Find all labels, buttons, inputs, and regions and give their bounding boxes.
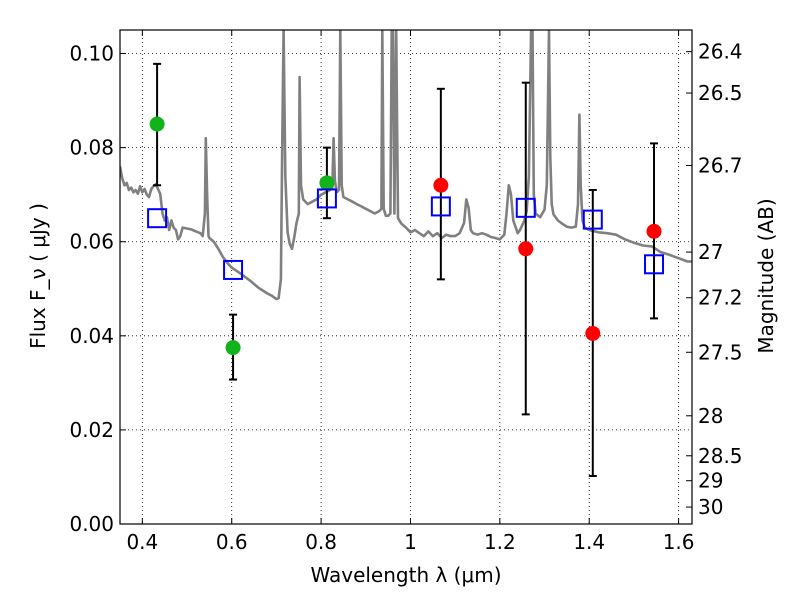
ticks: 0.4 0.6 0.8 1 1.2 1.4 1.6 0.00 0.02 0.04 0.06 0.08 0… [69, 30, 743, 554]
data-layer [120, 30, 692, 301]
blue-square-point [316, 188, 337, 209]
blue-square-point [223, 259, 244, 280]
right-tick-label: 27.5 [698, 340, 743, 364]
red-data-point [518, 241, 534, 257]
red-data-point [433, 177, 449, 193]
right-tick-label: 30 [698, 495, 723, 519]
x-tick-label: 1.4 [573, 530, 605, 554]
blue-square-point [147, 208, 168, 229]
x-tick-label: 1 [404, 530, 417, 554]
y-tick-label: 0.06 [69, 230, 114, 254]
x-tick-label: 0.8 [305, 530, 337, 554]
right-tick-label: 29 [698, 469, 723, 493]
right-tick-label: 28 [698, 404, 723, 428]
y-tick-label: 0.10 [69, 42, 114, 66]
plot-frame [119, 29, 693, 525]
marker-layer [147, 62, 665, 478]
green-data-point [149, 116, 165, 132]
y-axis-title: Flux F_ν ( μJy ) [26, 203, 50, 349]
x-axis-title: Wavelength λ (μm) [310, 563, 501, 587]
right-tick-label: 26.7 [698, 153, 743, 177]
grid [120, 30, 692, 525]
y-tick-label: 0.04 [69, 324, 114, 348]
green-data-point [225, 340, 241, 356]
right-tick-label: 26.4 [698, 40, 743, 64]
x-tick-label: 0.6 [216, 530, 248, 554]
green-data-point [319, 175, 335, 191]
red-data-point [585, 325, 601, 341]
blue-square-point [515, 197, 536, 218]
right-tick-label: 27 [698, 240, 723, 264]
y-tick-label: 0.08 [69, 136, 114, 160]
blue-square-point [430, 196, 451, 217]
blue-square-point [582, 209, 603, 230]
right-tick-label: 28.5 [698, 444, 743, 468]
x-tick-label: 1.2 [484, 530, 516, 554]
x-tick-label: 0.4 [126, 530, 158, 554]
red-data-point [646, 223, 662, 239]
right-tick-label: 26.5 [698, 81, 743, 105]
x-tick-label: 1.6 [663, 530, 695, 554]
model-spectrum-line [120, 30, 692, 301]
y-tick-label: 0.00 [69, 512, 114, 536]
y-tick-label: 0.02 [69, 418, 114, 442]
y-axis-right-title: Magnitude (AB) [754, 198, 778, 353]
right-tick-label: 27.2 [698, 286, 743, 310]
blue-square-point [644, 254, 665, 275]
